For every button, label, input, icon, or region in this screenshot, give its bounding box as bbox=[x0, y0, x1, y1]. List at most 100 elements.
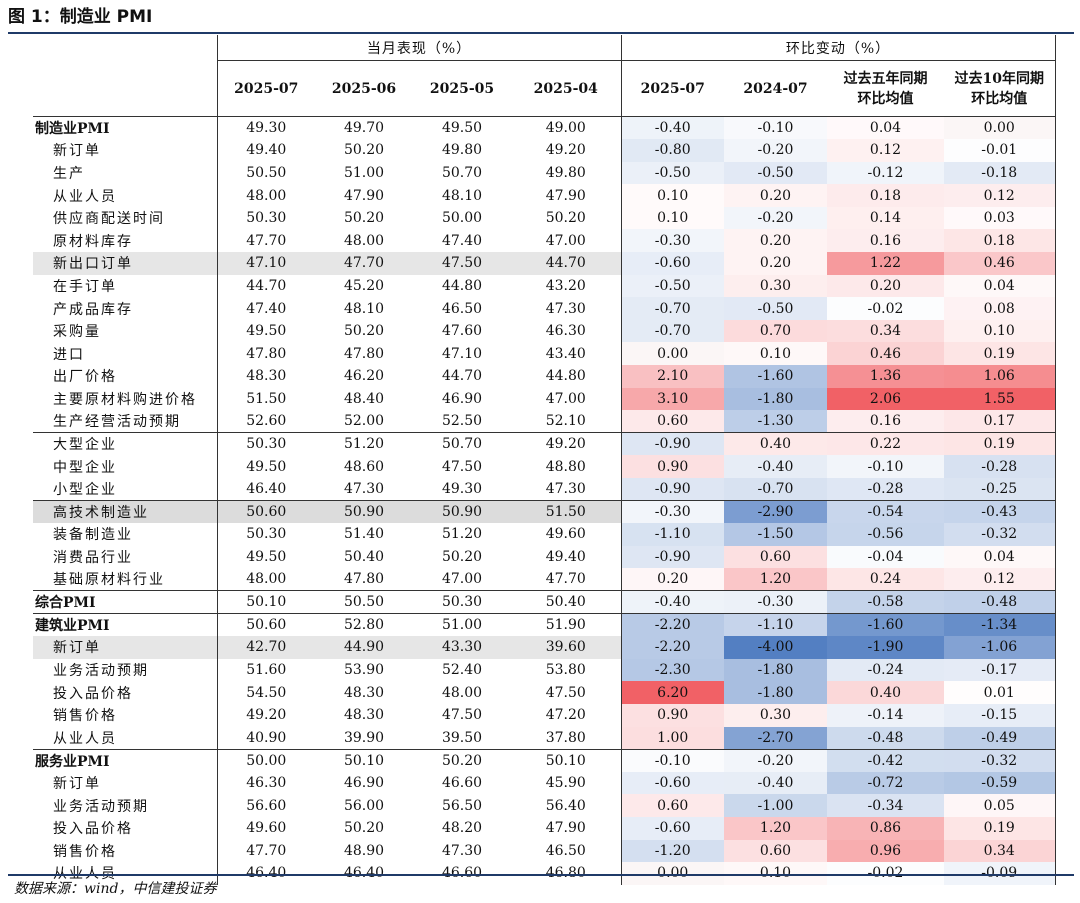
level-cell: 49.50 bbox=[246, 549, 287, 566]
row-label: 消费品行业 bbox=[33, 545, 218, 569]
row-label: 从业人员 bbox=[33, 184, 218, 207]
level-cell: 44.80 bbox=[511, 365, 622, 388]
change-cell: -0.58 bbox=[827, 590, 944, 614]
change-cell: -0.50 bbox=[621, 161, 724, 185]
row-label: 服务业PMI bbox=[33, 748, 218, 772]
change-cell: -0.32 bbox=[944, 523, 1056, 546]
change-cell: -0.48 bbox=[827, 726, 944, 750]
change-cell: -0.18 bbox=[944, 161, 1056, 185]
table-row: 新订单 49.40 50.20 49.80 49.20 -0.80 -0.20 0.12 -0.… bbox=[33, 139, 1056, 162]
level-cell: 40.90 bbox=[246, 729, 287, 746]
level-cell: 48.00 bbox=[246, 187, 287, 204]
row-label: 在手订单 bbox=[33, 274, 218, 298]
level-cell: 51.90 bbox=[511, 613, 622, 637]
change-cell: -1.80 bbox=[724, 658, 827, 682]
change-cell: 3.10 bbox=[621, 387, 724, 411]
change-cell: 1.55 bbox=[944, 387, 1056, 411]
table-row: 中型企业 49.50 48.60 47.50 48.80 0.90 -0.40 -0.10 -0… bbox=[33, 455, 1056, 478]
change-cell: -0.25 bbox=[944, 478, 1056, 501]
level-cell: 50.20 bbox=[343, 142, 385, 159]
change-cell: -0.40 bbox=[724, 771, 827, 795]
level-cell: 47.20 bbox=[511, 703, 622, 727]
level-cell: 49.20 bbox=[246, 707, 287, 724]
level-cell: 47.70 bbox=[246, 842, 287, 859]
level-cell: 48.40 bbox=[343, 390, 385, 407]
change-cell: 0.19 bbox=[944, 342, 1056, 366]
table-row: 业务活动预期 56.60 56.00 56.50 56.40 0.60 -1.00 -0.34… bbox=[33, 794, 1056, 817]
level-cell: 51.60 bbox=[246, 662, 287, 679]
change-cell: -0.50 bbox=[724, 297, 827, 320]
level-cell: 47.70 bbox=[511, 568, 622, 591]
change-cell: -1.80 bbox=[724, 387, 827, 411]
row-label: 制造业PMI bbox=[33, 116, 218, 140]
level-cell: 46.80 bbox=[511, 862, 622, 885]
row-label: 生产 bbox=[33, 161, 218, 185]
table-row: 建筑业PMI 50.60 52.80 51.00 51.90 -2.20 -1.10 -1.6… bbox=[33, 613, 1056, 637]
change-cell: -0.02 bbox=[827, 862, 944, 885]
level-cell: 51.50 bbox=[511, 500, 622, 524]
change-cell: 1.22 bbox=[827, 252, 944, 275]
table-row: 新出口订单 47.10 47.70 47.50 44.70 -0.60 0.20 1.22 0.… bbox=[33, 252, 1056, 275]
change-cell: 0.20 bbox=[621, 568, 724, 591]
change-cell: -0.09 bbox=[944, 862, 1056, 885]
row-label: 新订单 bbox=[33, 636, 218, 659]
level-cell: 47.30 bbox=[343, 481, 385, 498]
level-cell: 49.30 bbox=[441, 481, 483, 498]
level-cell: 48.10 bbox=[343, 300, 385, 317]
change-cell: -0.34 bbox=[827, 794, 944, 817]
level-cell: 49.80 bbox=[441, 142, 483, 159]
level-cell: 49.20 bbox=[511, 139, 622, 162]
change-cell: -0.30 bbox=[621, 229, 724, 253]
change-cell: -0.04 bbox=[827, 545, 944, 569]
level-cell: 50.60 bbox=[217, 500, 315, 524]
row-label: 生产经营活动预期 bbox=[33, 410, 218, 433]
change-cell: -0.48 bbox=[944, 590, 1056, 614]
pmi-table: 当月表现（%） 环比变动（%） 2025-07 2025-06 2025-05 … bbox=[33, 35, 1056, 885]
change-cell: 0.10 bbox=[621, 206, 724, 230]
change-cell: 0.40 bbox=[827, 681, 944, 704]
level-cell: 50.50 bbox=[246, 164, 287, 181]
level-cell: 46.40 bbox=[246, 481, 287, 498]
change-cell: -0.01 bbox=[944, 139, 1056, 162]
level-cell: 47.30 bbox=[441, 842, 483, 859]
level-cell: 47.50 bbox=[511, 681, 622, 704]
table-row: 从业人员46.4046.4046.6046.800.000.10-0.02-0.… bbox=[33, 862, 1056, 885]
group-header-change: 环比变动（%） bbox=[620, 35, 1056, 61]
level-cell: 53.80 bbox=[511, 658, 622, 682]
table-row: 从业人员 48.00 47.90 48.10 47.90 0.10 0.20 0.18 0.12 bbox=[33, 184, 1056, 207]
change-cell: 0.18 bbox=[944, 229, 1056, 253]
row-label: 出厂价格 bbox=[33, 365, 218, 388]
row-label: 销售价格 bbox=[33, 703, 218, 727]
level-cell: 48.90 bbox=[343, 842, 385, 859]
level-cell: 51.20 bbox=[441, 526, 483, 543]
change-cell: 0.22 bbox=[827, 432, 944, 456]
change-cell: -2.20 bbox=[621, 636, 724, 659]
change-cell: 0.20 bbox=[724, 252, 827, 275]
change-cell: 0.90 bbox=[621, 703, 724, 727]
level-cell: 50.20 bbox=[343, 323, 385, 340]
change-cell: 2.06 bbox=[827, 387, 944, 411]
table-row: 在手订单 44.70 45.20 44.80 43.20 -0.50 0.30 0.20 0.0… bbox=[33, 274, 1056, 298]
level-cell: 49.40 bbox=[511, 545, 622, 569]
level-cell: 47.90 bbox=[511, 816, 622, 840]
table-row: 销售价格 47.70 48.90 47.30 46.50 -1.20 0.60 0.96 0.3… bbox=[33, 839, 1056, 863]
level-cell: 48.00 bbox=[246, 571, 287, 588]
change-cell: 0.60 bbox=[621, 410, 724, 433]
level-cell: 51.20 bbox=[315, 432, 413, 456]
level-cell: 46.20 bbox=[343, 368, 385, 385]
level-cell: 44.70 bbox=[441, 368, 483, 385]
level-cell: 51.50 bbox=[246, 390, 287, 407]
table-row: 从业人员 40.90 39.90 39.50 37.80 1.00 -2.70 -0.48 -0… bbox=[33, 726, 1056, 750]
table-row: 采购量 49.50 50.20 47.60 46.30 -0.70 0.70 0.34 0.10 bbox=[33, 319, 1056, 343]
change-cell: 0.10 bbox=[724, 862, 827, 885]
table-row: 新订单 42.70 44.90 43.30 39.60 -2.20 -4.00 -1.90 -1… bbox=[33, 636, 1056, 659]
level-cell: 52.80 bbox=[315, 613, 413, 637]
change-cell: -2.90 bbox=[724, 500, 827, 524]
level-cell: 50.10 bbox=[217, 590, 315, 614]
level-cell: 47.80 bbox=[246, 345, 287, 362]
change-cell: -0.20 bbox=[724, 748, 827, 772]
change-cell: -1.34 bbox=[944, 613, 1056, 637]
col-header: 过去10年同期 环比均值 bbox=[944, 60, 1056, 117]
change-cell: -0.70 bbox=[621, 297, 724, 320]
level-cell: 50.20 bbox=[511, 206, 622, 230]
